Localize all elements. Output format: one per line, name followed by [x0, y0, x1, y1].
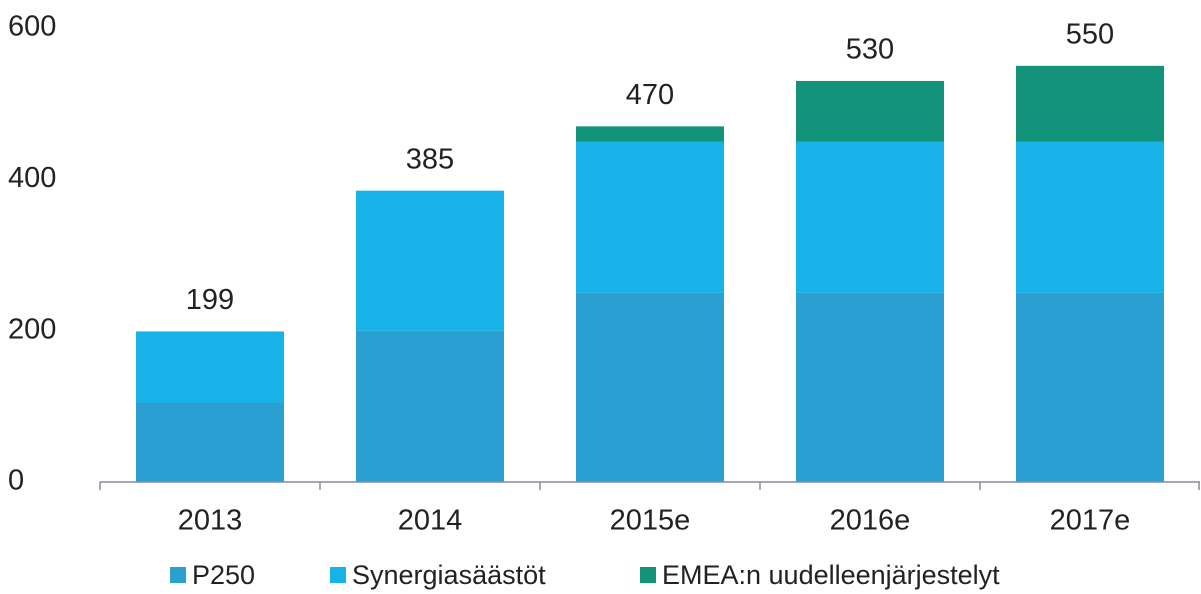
value-label: 385 — [406, 143, 454, 175]
x-tick-label: 2016e — [830, 505, 911, 537]
legend-label: P250 — [192, 560, 255, 590]
bar-segment — [1016, 141, 1164, 293]
y-tick-label: 600 — [8, 11, 56, 43]
x-tick-label: 2014 — [398, 505, 463, 537]
legend-label: Synergiasäästöt — [352, 560, 546, 590]
bar-segment — [1016, 65, 1164, 142]
bar-segment — [136, 402, 284, 482]
bar-segment — [1016, 292, 1164, 482]
bar-segment — [576, 141, 724, 293]
bar-segment — [796, 292, 944, 482]
y-tick-label: 400 — [8, 162, 56, 194]
legend-swatch — [330, 567, 346, 583]
x-tick-label: 2013 — [178, 505, 243, 537]
legend-swatch — [640, 567, 656, 583]
value-label: 530 — [846, 34, 894, 66]
bar-segment — [576, 292, 724, 482]
x-tick-label: 2017e — [1050, 505, 1131, 537]
legend-label: EMEA:n uudelleenjärjestelyt — [662, 560, 1000, 590]
bar-segment — [356, 330, 504, 482]
y-tick-label: 0 — [8, 465, 24, 497]
legend-swatch — [170, 567, 186, 583]
y-tick-label: 200 — [8, 313, 56, 345]
bar-segment — [136, 331, 284, 403]
x-tick-label: 2015e — [610, 505, 691, 537]
value-label: 470 — [626, 79, 674, 111]
bar-segment — [796, 141, 944, 293]
bar-segment — [576, 126, 724, 142]
bar-segment — [796, 80, 944, 142]
bar-segment — [356, 190, 504, 331]
value-label: 199 — [186, 284, 234, 316]
value-label: 550 — [1066, 18, 1114, 50]
